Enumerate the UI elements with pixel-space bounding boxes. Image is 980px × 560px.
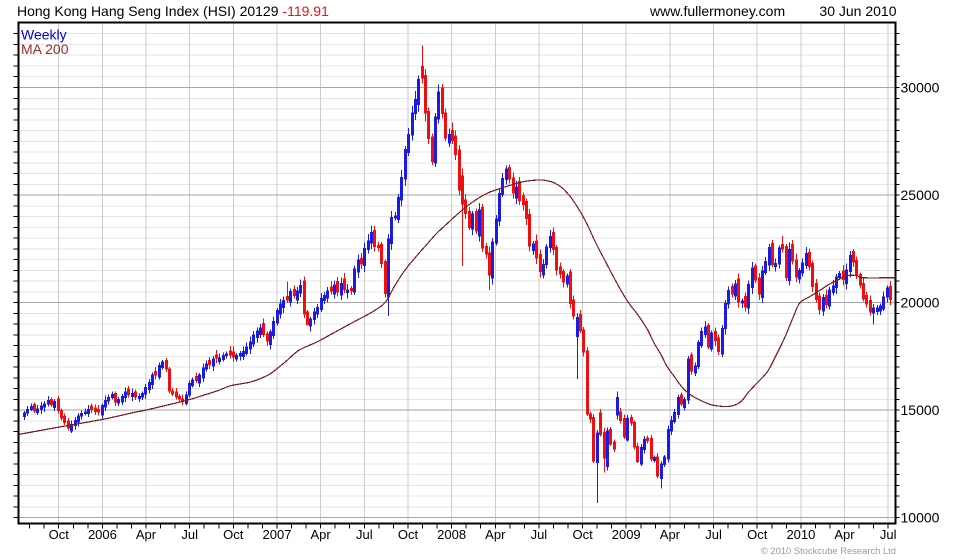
- svg-text:www.fullermoney.com: www.fullermoney.com: [649, 3, 785, 19]
- svg-text:Hong Kong Hang Seng Index (HSI: Hong Kong Hang Seng Index (HSI) 20129 -1…: [17, 3, 329, 19]
- svg-text:Jul: Jul: [705, 527, 722, 542]
- svg-text:Jul: Jul: [531, 527, 548, 542]
- svg-text:15000: 15000: [901, 402, 940, 418]
- svg-text:Oct: Oct: [223, 527, 244, 542]
- svg-text:30 Jun 2010: 30 Jun 2010: [819, 3, 896, 19]
- svg-text:Weekly: Weekly: [21, 27, 67, 43]
- svg-text:2006: 2006: [88, 527, 117, 542]
- svg-text:Oct: Oct: [747, 527, 768, 542]
- svg-text:2007: 2007: [263, 527, 292, 542]
- svg-text:Oct: Oct: [49, 527, 70, 542]
- svg-text:Jul: Jul: [880, 527, 897, 542]
- svg-text:Apr: Apr: [485, 527, 506, 542]
- svg-text:© 2010 Stockcube Research Ltd: © 2010 Stockcube Research Ltd: [761, 545, 896, 556]
- svg-text:Apr: Apr: [136, 527, 157, 542]
- svg-text:Apr: Apr: [660, 527, 681, 542]
- svg-text:Oct: Oct: [572, 527, 593, 542]
- svg-text:Jul: Jul: [356, 527, 373, 542]
- svg-text:Oct: Oct: [398, 527, 419, 542]
- svg-text:MA 200: MA 200: [21, 41, 69, 57]
- svg-text:2009: 2009: [612, 527, 641, 542]
- svg-text:25000: 25000: [901, 187, 940, 203]
- svg-text:Jul: Jul: [181, 527, 198, 542]
- svg-text:2010: 2010: [786, 527, 815, 542]
- svg-text:10000: 10000: [901, 510, 940, 526]
- svg-text:Apr: Apr: [834, 527, 855, 542]
- svg-text:2008: 2008: [437, 527, 466, 542]
- svg-text:30000: 30000: [901, 80, 940, 96]
- svg-text:20000: 20000: [901, 295, 940, 311]
- svg-text:Apr: Apr: [310, 527, 331, 542]
